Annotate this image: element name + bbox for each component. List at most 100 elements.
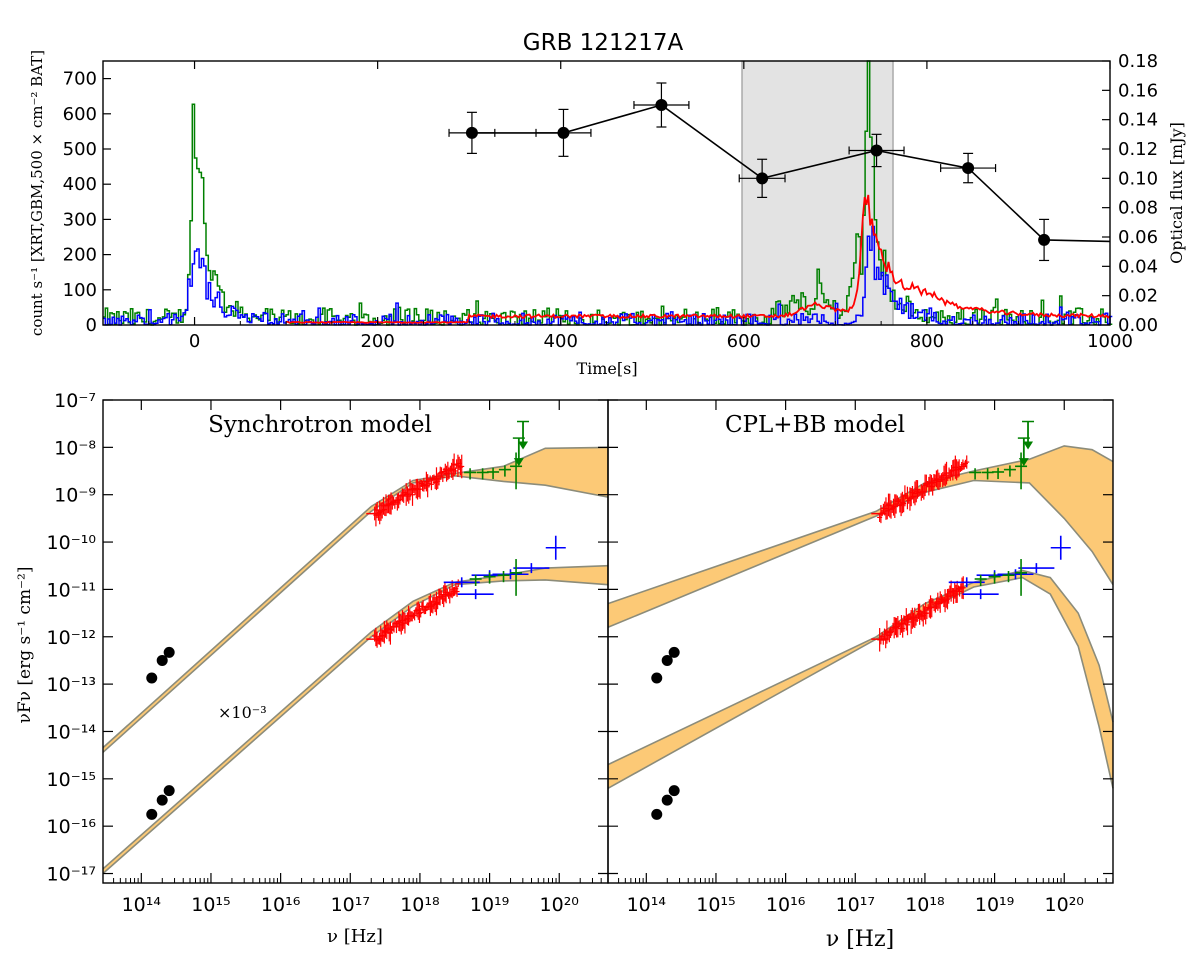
sed-ytick-label: 10⁻¹⁵ xyxy=(47,769,96,791)
gbm-upper-limit-arrow xyxy=(1018,458,1029,467)
sed-ytick-label: 10⁻¹⁴ xyxy=(47,721,97,743)
optical-point xyxy=(756,172,769,185)
model-band-edge-upper xyxy=(102,446,609,749)
top-xtick-label: 0 xyxy=(189,331,200,352)
sed-left-plot xyxy=(102,420,609,875)
top-xtick-label: 1000 xyxy=(1087,331,1133,352)
sed-ytick-label: 10⁻¹⁰ xyxy=(47,532,96,554)
optical-sed-point xyxy=(156,794,168,806)
model-band-lower xyxy=(608,570,1113,789)
sed-xtick-label: 10¹⁷ xyxy=(836,894,875,916)
top-xlabel: Time[s] xyxy=(576,359,637,378)
optical-point xyxy=(1038,233,1051,246)
sed-left-xlabel: ν [Hz] xyxy=(327,926,383,947)
sed-xtick-label: 10¹⁹ xyxy=(470,894,509,916)
optical-sed-point xyxy=(668,646,680,658)
sed-xtick-label: 10¹⁵ xyxy=(191,894,230,916)
top-ytick-label: 700 xyxy=(63,69,97,90)
sed-ylabel: νFν [erg s⁻¹ cm⁻²] xyxy=(15,567,35,724)
optical-flux-series xyxy=(448,82,1111,262)
top-y2tick-label: 0.14 xyxy=(1118,110,1158,131)
sed-ytick-label: 10⁻¹⁶ xyxy=(47,816,96,838)
figure-title: GRB 121217A xyxy=(523,30,684,56)
gbm-upper-limit-arrow xyxy=(1023,441,1034,450)
sed-right-title: CPL+BB model xyxy=(725,412,905,438)
top-axes-ticks: 0 200 400 600 800 1000 0 100 200 300 400 500 600 700 0… xyxy=(63,51,1158,352)
model-band-edge-lower xyxy=(102,579,609,875)
optical-sed-point xyxy=(651,808,663,820)
top-y2tick-label: 0.16 xyxy=(1118,80,1158,101)
sed-ytick-label: 10⁻⁹ xyxy=(54,485,96,507)
sed-right-xlabel: ν [Hz] xyxy=(826,927,894,952)
top-ytick-label: 0 xyxy=(86,315,97,336)
sed-right-frame xyxy=(607,399,1114,884)
model-band-edge-upper xyxy=(102,564,609,870)
top-y2tick-label: 0.10 xyxy=(1118,168,1158,189)
sed-right-plot xyxy=(607,420,1114,820)
top-ytick-label: 400 xyxy=(63,174,97,195)
sed-xtick-label: 10¹⁶ xyxy=(766,894,805,916)
sed-xtick-label: 10¹⁸ xyxy=(400,894,439,916)
optical-sed-point xyxy=(163,785,175,797)
top-ytick-label: 200 xyxy=(63,245,97,266)
series-xrt-line xyxy=(286,194,1111,324)
optical-point xyxy=(465,126,478,139)
optical-point xyxy=(962,162,975,175)
optical-sed-point xyxy=(146,808,158,820)
sed-xtick-label: 10¹⁶ xyxy=(261,894,300,916)
top-y2tick-label: 0.04 xyxy=(1118,256,1158,277)
model-band-edge-lower xyxy=(607,576,1114,789)
sed-ytick-label: 10⁻⁸ xyxy=(54,437,96,459)
top-ytick-label: 600 xyxy=(63,104,97,125)
sed-ytick-label: 10⁻¹³ xyxy=(47,674,96,696)
sed-axes-ticks: 10¹⁴ 10¹⁵ 10¹⁶ 10¹⁷ 10¹⁸ 10¹⁹ 10²⁰ 10¹⁴ 10¹⁵ 10¹⁶… xyxy=(47,390,1114,916)
top-xtick-label: 400 xyxy=(544,331,578,352)
optical-line xyxy=(471,104,1111,243)
optical-point xyxy=(557,126,570,139)
optical-sed-point xyxy=(651,672,663,684)
sed-xtick-label: 10²⁰ xyxy=(540,894,579,916)
top-y2tick-label: 0.02 xyxy=(1118,286,1158,307)
top-xtick-label: 600 xyxy=(727,331,761,352)
sed-annotation: ×10⁻³ xyxy=(218,703,267,722)
sed-xtick-label: 10¹⁵ xyxy=(696,894,735,916)
model-band-upper xyxy=(103,447,608,753)
top-ytick-label: 300 xyxy=(63,209,97,230)
gbm-upper-limit-arrow xyxy=(513,458,524,467)
sed-ytick-label: 10⁻¹⁷ xyxy=(47,864,96,886)
model-band-edge-lower xyxy=(102,474,609,753)
top-y2tick-label: 0.06 xyxy=(1118,227,1158,248)
top-y2tick-label: 0.00 xyxy=(1118,315,1158,336)
model-band-edge-lower xyxy=(607,479,1114,629)
optical-sed-point xyxy=(156,654,168,666)
sed-xtick-label: 10²⁰ xyxy=(1045,894,1084,916)
series-gbm-line xyxy=(103,60,1113,326)
optical-point xyxy=(870,144,883,157)
sed-xtick-label: 10¹⁷ xyxy=(331,894,370,916)
sed-ytick-label: 10⁻¹¹ xyxy=(47,579,96,601)
sed-xtick-label: 10¹⁴ xyxy=(122,894,162,916)
sed-xtick-label: 10¹⁹ xyxy=(975,894,1014,916)
optical-sed-point xyxy=(661,794,673,806)
light-curve-series xyxy=(103,60,1113,326)
optical-point xyxy=(655,99,668,111)
optical-sed-point xyxy=(163,646,175,658)
top-ylabel-right: Optical flux [mJy] xyxy=(1167,122,1186,264)
optical-sed-point xyxy=(668,785,680,797)
optical-sed-point xyxy=(661,654,673,666)
sed-ytick-label: 10⁻¹² xyxy=(47,627,96,649)
top-y2tick-label: 0.08 xyxy=(1118,198,1158,219)
top-plot-frame xyxy=(102,60,1111,326)
optical-sed-point xyxy=(146,672,158,684)
top-y2tick-label: 0.12 xyxy=(1118,139,1158,160)
model-band-lower xyxy=(103,565,608,874)
gbm-upper-limit-arrow xyxy=(518,441,529,450)
top-xtick-label: 800 xyxy=(910,331,944,352)
sed-xtick-label: 10¹⁴ xyxy=(627,894,667,916)
top-ylabel-left: count s⁻¹ [XRT,GBM,500 × cm⁻² BAT] xyxy=(28,50,46,336)
sed-xtick-label: 10¹⁸ xyxy=(905,894,944,916)
sed-left-title: Synchrotron model xyxy=(208,412,432,438)
sed-ytick-label: 10⁻⁷ xyxy=(54,390,96,412)
top-ytick-label: 500 xyxy=(63,139,97,160)
